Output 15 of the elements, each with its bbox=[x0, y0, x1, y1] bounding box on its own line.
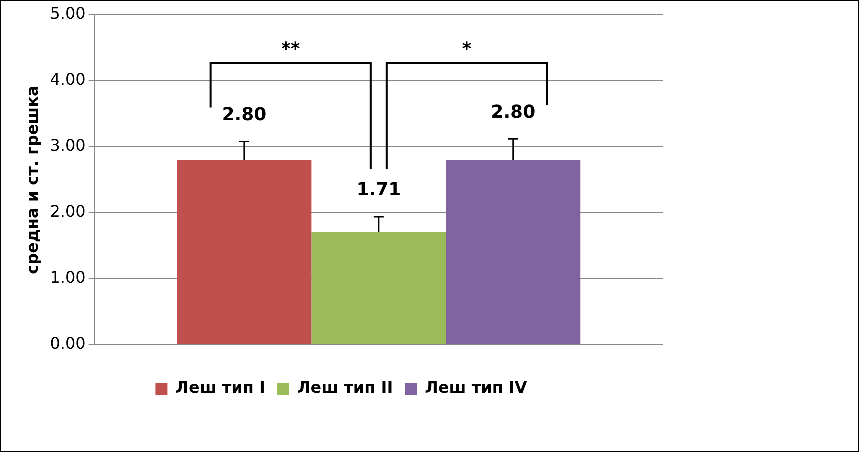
y-tick-label: 0.00 bbox=[50, 334, 86, 354]
y-tick-label: 1.00 bbox=[50, 268, 86, 288]
legend-label: Леш тип II bbox=[297, 378, 394, 398]
legend-label: Леш тип IV bbox=[425, 378, 528, 398]
legend-label: Леш тип I bbox=[176, 378, 266, 398]
annotation: * bbox=[462, 39, 472, 60]
y-tick-label: 4.00 bbox=[50, 70, 86, 90]
annotation: ** bbox=[281, 39, 300, 60]
y-tick-label: 5.00 bbox=[50, 4, 86, 24]
y-tick-label: 3.00 bbox=[50, 136, 86, 156]
data-label: 1.71 bbox=[356, 180, 402, 201]
data-label: 2.80 bbox=[491, 102, 536, 123]
y-tick-label: 2.00 bbox=[50, 202, 86, 222]
data-label: 2.80 bbox=[222, 104, 267, 126]
y-axis-title: средна и ст. грешка bbox=[22, 86, 42, 274]
